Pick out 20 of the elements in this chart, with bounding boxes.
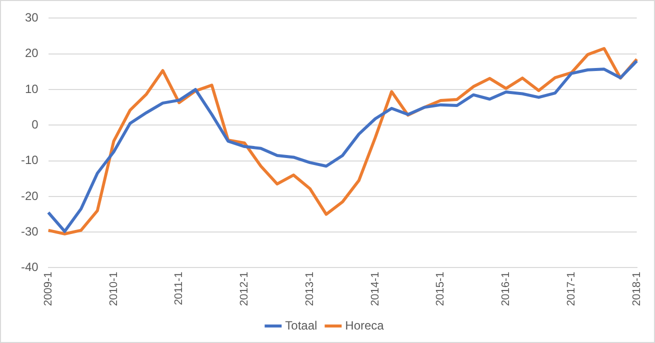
y-tick-label: 10 bbox=[24, 82, 39, 96]
y-tick-label: -20 bbox=[21, 188, 39, 203]
x-tick-label: 2009-1 bbox=[42, 272, 54, 306]
x-tick-label: 2014-1 bbox=[369, 272, 382, 306]
y-tick-label: -40 bbox=[21, 260, 39, 274]
x-tick-label: 2017-1 bbox=[565, 272, 578, 306]
x-tick-label: 2013-1 bbox=[304, 272, 316, 306]
x-tick-label: 2016-1 bbox=[500, 272, 512, 306]
y-tick-label: -30 bbox=[21, 224, 39, 238]
y-tick-label: 0 bbox=[32, 117, 39, 132]
y-tick-label: 20 bbox=[24, 46, 39, 60]
x-tick-label: 2015-1 bbox=[434, 272, 447, 306]
legend-label: Horeca bbox=[345, 318, 384, 332]
x-tick-label: 2012-1 bbox=[238, 272, 251, 306]
y-tick-label: -10 bbox=[21, 153, 39, 168]
legend-label: Totaal bbox=[285, 318, 318, 332]
x-tick-label: 2018-1 bbox=[630, 272, 643, 306]
y-tick-label: 30 bbox=[24, 10, 39, 25]
x-tick-label: 2011-1 bbox=[173, 272, 186, 306]
x-tick-label: 2010-1 bbox=[108, 272, 120, 306]
